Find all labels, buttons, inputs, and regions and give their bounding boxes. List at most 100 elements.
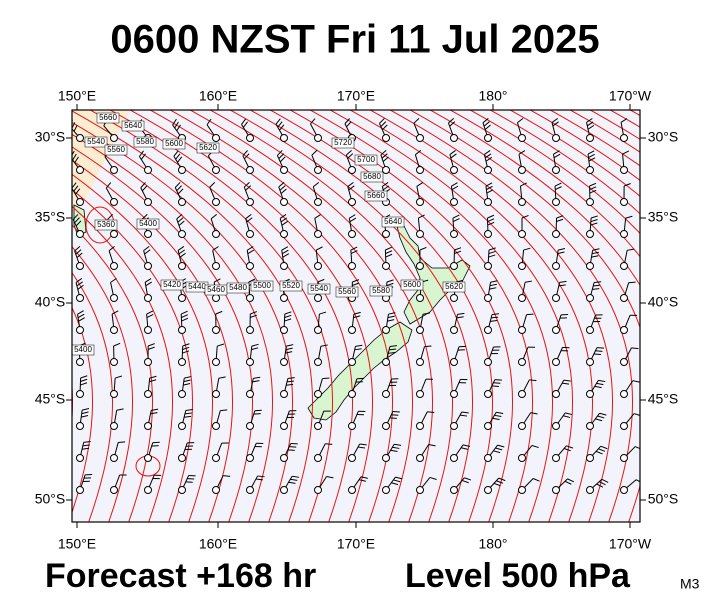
barb-tick: [553, 153, 561, 159]
barb-station: [450, 166, 458, 174]
barb-tick: [141, 213, 148, 220]
barb-station: [314, 134, 322, 142]
contour-label-box: [121, 120, 145, 132]
contour-line: [529, 110, 640, 182]
contour-label: 5400: [139, 219, 157, 228]
barb-station: [518, 230, 526, 238]
barb-tick: [317, 278, 325, 283]
barb-station: [314, 262, 322, 270]
barb-station: [450, 486, 458, 494]
barb-station: [348, 262, 356, 270]
barb-station: [416, 166, 424, 174]
barb-station: [246, 454, 254, 462]
barb-tick: [524, 280, 533, 283]
barb-tick: [484, 150, 491, 155]
barb-station: [76, 198, 84, 206]
barb-tick: [353, 311, 361, 315]
barb-station: [450, 230, 458, 238]
barb-tick: [115, 375, 123, 379]
barb-station: [552, 486, 560, 494]
barb-tick: [349, 214, 356, 219]
barb-tick: [593, 284, 601, 287]
barb-tick: [590, 218, 598, 223]
barb-tick: [111, 310, 119, 315]
barb-station: [552, 262, 560, 270]
barb-tick: [449, 121, 456, 127]
barb-tick: [149, 375, 157, 379]
barb-tick: [530, 412, 538, 415]
contour-line: [72, 245, 134, 522]
barb-tick: [493, 450, 501, 454]
barb-station: [620, 230, 628, 238]
barb-tick: [347, 153, 354, 159]
barb-station: [280, 134, 288, 142]
barb-tick: [587, 121, 594, 127]
barb-tick: [595, 450, 603, 455]
barb-tick: [429, 476, 437, 480]
barb-station: [620, 294, 628, 302]
barb-tick: [563, 415, 571, 418]
barb-station: [76, 166, 84, 174]
barb-tick: [242, 150, 248, 157]
barb-station: [518, 454, 526, 462]
contour-line: [89, 110, 334, 522]
barb-station: [110, 358, 118, 366]
barb-tick: [452, 214, 460, 219]
barb-station: [586, 454, 594, 462]
barb-station: [110, 326, 118, 334]
contour-label: 5580: [136, 137, 154, 146]
barb-station: [382, 166, 390, 174]
barb-tick: [590, 215, 598, 219]
barb-tick: [464, 477, 472, 481]
barb-tick: [178, 249, 186, 255]
barb-tick: [73, 185, 79, 192]
barb-tick: [631, 347, 639, 350]
contour-line: [72, 224, 154, 522]
barb-station: [416, 134, 424, 142]
barb-station: [348, 358, 356, 366]
barb-tick: [589, 182, 597, 187]
contour-label: 5700: [357, 155, 375, 164]
barb-tick: [557, 247, 566, 251]
barb-tick: [462, 444, 471, 447]
barb-station: [110, 486, 118, 494]
barb-tick: [284, 311, 292, 315]
barb-tick: [493, 382, 501, 384]
barb-tick: [144, 278, 152, 283]
barb-tick: [314, 214, 321, 219]
contour-line: [369, 110, 614, 522]
contour-label: 5620: [445, 282, 463, 291]
barb-tick: [290, 478, 298, 481]
barb-station: [76, 454, 84, 462]
contour-line: [72, 272, 114, 522]
barb-station: [416, 486, 424, 494]
contour-label-box: [331, 137, 355, 149]
barb-station: [212, 294, 220, 302]
forecast-label: Forecast +168 hr: [45, 557, 316, 595]
barb-tick: [634, 446, 640, 450]
contour-label: 5640: [384, 217, 402, 226]
barb-tick: [182, 343, 190, 347]
barb-tick: [174, 121, 179, 129]
barb-tick: [107, 214, 114, 220]
barb-tick: [185, 409, 193, 411]
barb-tick: [461, 479, 469, 484]
contour-line: [72, 380, 74, 424]
contour-line: [72, 110, 314, 522]
contour-label-box: [162, 138, 186, 150]
barb-tick: [147, 343, 155, 347]
barb-tick: [277, 121, 283, 128]
barb-station: [450, 262, 458, 270]
barb-tick: [601, 478, 609, 483]
barb-tick: [146, 310, 154, 315]
barb-tick: [393, 479, 401, 483]
barb-tick: [74, 156, 79, 164]
barb-station: [314, 166, 322, 174]
barb-station: [382, 422, 390, 430]
barb-tick: [326, 475, 334, 479]
barb-station: [314, 422, 322, 430]
barb-tick: [360, 476, 368, 479]
barb-tick: [599, 481, 606, 486]
barb-tick: [247, 249, 255, 255]
barb-tick: [595, 418, 603, 422]
